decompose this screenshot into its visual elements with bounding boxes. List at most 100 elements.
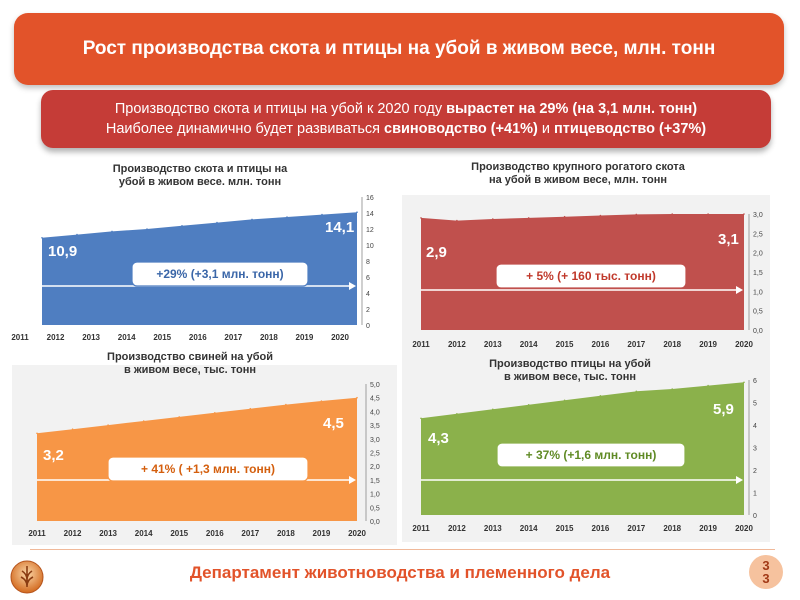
chart-title-poultry: в живом весе, тыс. тонн — [504, 371, 636, 383]
point-poultry-2013 — [492, 408, 494, 411]
x-tick-total: 2012 — [47, 333, 65, 342]
point-poultry-2016 — [599, 395, 602, 397]
y-tick-poultry: 3 — [753, 446, 757, 453]
x-tick-poultry: 2016 — [592, 524, 610, 533]
y-tick-cattle: 1,0 — [753, 289, 763, 296]
x-tick-cattle: 2018 — [663, 340, 681, 349]
start-value-cattle: 2,9 — [426, 244, 447, 261]
x-tick-total: 2017 — [224, 333, 242, 342]
x-tick-pigs: 2014 — [135, 529, 153, 538]
point-pigs-2015 — [178, 416, 180, 418]
point-poultry-2018 — [671, 388, 673, 390]
chart-title-pigs: Производство свиней на убой — [107, 351, 273, 363]
point-pigs-2011 — [36, 432, 38, 435]
area-pigs — [37, 397, 357, 521]
y-tick-pigs: 2,5 — [370, 451, 380, 458]
x-tick-cattle: 2016 — [592, 340, 610, 349]
title-bar: Рост производства скота и птицы на убой … — [14, 13, 784, 85]
y-tick-pigs: 5,0 — [370, 382, 380, 389]
point-poultry-2012 — [456, 413, 458, 415]
y-tick-poultry: 2 — [753, 468, 757, 475]
x-tick-pigs: 2012 — [64, 529, 82, 538]
point-pigs-2014 — [142, 420, 145, 422]
point-poultry-2014 — [527, 404, 530, 406]
x-tick-total: 2018 — [260, 333, 278, 342]
x-tick-cattle: 2017 — [627, 340, 645, 349]
x-tick-pigs: 2020 — [348, 529, 366, 538]
y-tick-total: 0 — [366, 323, 370, 330]
trend-arrow-head-pigs — [349, 476, 356, 484]
point-total-2013 — [111, 230, 113, 233]
banner-line2-bold1: свиноводство (+41%) — [384, 121, 538, 137]
start-value-poultry: 4,3 — [428, 430, 449, 447]
point-cattle-2020 — [743, 213, 745, 215]
x-tick-poultry: 2013 — [484, 524, 502, 533]
x-tick-poultry: 2017 — [627, 524, 645, 533]
x-tick-pigs: 2019 — [313, 529, 331, 538]
x-tick-pigs: 2018 — [277, 529, 295, 538]
banner-line-2: Наиболее динамично будет развиваться сви… — [41, 119, 771, 139]
y-tick-total: 10 — [366, 243, 374, 250]
x-tick-poultry: 2014 — [520, 524, 538, 533]
point-poultry-2011 — [420, 417, 422, 420]
end-value-cattle: 3,1 — [718, 231, 739, 248]
callout-text-cattle: + 5% (+ 160 тыс. тонн) — [526, 269, 656, 283]
y-tick-pigs: 3,5 — [370, 423, 380, 430]
banner-line2-text: Наиболее динамично будет развиваться — [105, 121, 385, 137]
x-tick-total: 2011 — [11, 333, 29, 342]
footer-department: Департамент животноводства и племенного … — [189, 563, 611, 582]
x-tick-total: 2015 — [153, 333, 171, 342]
x-tick-cattle: 2019 — [699, 340, 717, 349]
x-tick-cattle: 2015 — [556, 340, 574, 349]
point-total-2016 — [216, 221, 218, 224]
panel-bg-pigs — [12, 365, 397, 545]
banner-line1-bold: вырастет на 29% (на 3,1 млн. тонн) — [446, 101, 698, 117]
panel-bg-poultry — [402, 352, 770, 542]
end-value-poultry: 5,9 — [713, 401, 734, 418]
point-cattle-2015 — [563, 215, 566, 218]
y-tick-poultry: 1 — [753, 491, 757, 498]
trend-arrow-head-cattle — [736, 286, 743, 294]
y-tick-total: 16 — [366, 195, 374, 202]
y-tick-cattle: 0,0 — [753, 328, 763, 335]
point-pigs-2016 — [214, 412, 216, 414]
point-cattle-2017 — [635, 213, 638, 216]
point-total-2012 — [76, 233, 78, 236]
x-tick-poultry: 2012 — [448, 524, 466, 533]
x-tick-pigs: 2013 — [99, 529, 117, 538]
footer-divider — [30, 549, 775, 550]
point-total-2014 — [146, 228, 148, 230]
page-title: Рост производства скота и птицы на убой … — [82, 38, 716, 59]
x-tick-total: 2020 — [331, 333, 349, 342]
point-pigs-2013 — [107, 424, 109, 426]
chart-title-poultry: Производство птицы на убой — [489, 358, 651, 370]
y-tick-poultry: 6 — [753, 378, 757, 385]
y-tick-poultry: 4 — [753, 423, 757, 430]
point-cattle-2016 — [599, 214, 602, 217]
callout-box-total — [131, 261, 309, 287]
point-total-2017 — [251, 218, 253, 221]
point-cattle-2011 — [420, 217, 422, 219]
x-tick-total: 2019 — [296, 333, 314, 342]
callout-text-pigs: + 41% ( +1,3 млн. тонн) — [141, 462, 275, 476]
area-poultry — [421, 382, 744, 515]
point-cattle-2019 — [707, 213, 709, 215]
callout-box-cattle — [495, 263, 687, 289]
point-pigs-2017 — [249, 407, 252, 410]
callout-box-pigs — [107, 456, 309, 482]
point-cattle-2014 — [527, 217, 530, 219]
ministry-logo-icon — [10, 560, 44, 594]
point-poultry-2015 — [563, 399, 566, 402]
area-total — [42, 212, 357, 325]
x-tick-poultry: 2015 — [556, 524, 574, 533]
banner-line2-bold2: птицеводство (+37%) — [554, 121, 707, 137]
y-tick-cattle: 2,0 — [753, 251, 763, 258]
point-pigs-2018 — [285, 403, 287, 406]
x-tick-cattle: 2014 — [520, 340, 538, 349]
end-value-pigs: 4,5 — [323, 415, 344, 432]
summary-banner: Производство скота и птицы на убой к 202… — [41, 90, 771, 148]
y-tick-pigs: 2,0 — [370, 464, 380, 471]
callout-box-poultry — [496, 442, 686, 468]
y-tick-pigs: 1,0 — [370, 492, 380, 499]
y-tick-cattle: 2,5 — [753, 231, 763, 238]
